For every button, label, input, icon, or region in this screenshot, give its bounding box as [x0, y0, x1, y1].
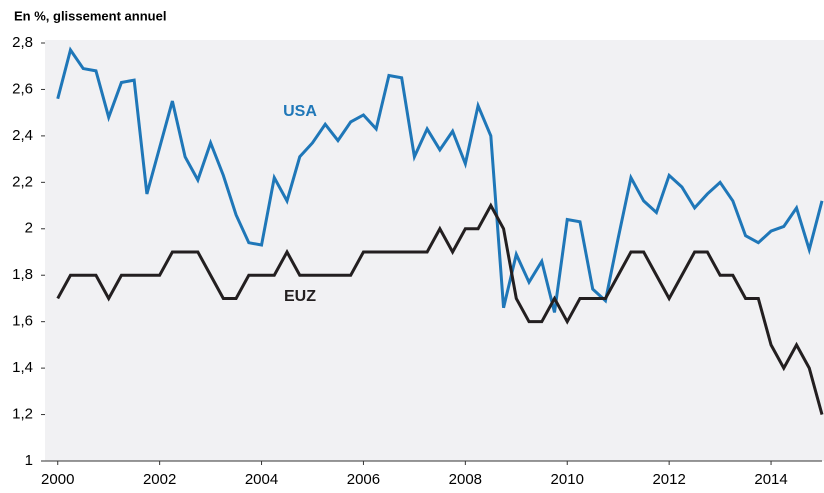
y-tick-label: 2,8 [12, 34, 33, 51]
x-tick-label: 2006 [347, 471, 380, 488]
x-tick-label: 2008 [449, 471, 482, 488]
x-tick-label: 2014 [754, 471, 787, 488]
y-tick-label: 1,8 [12, 266, 33, 283]
x-tick-label: 2000 [41, 471, 74, 488]
y-tick-label: 1 [25, 452, 33, 469]
line-series [56, 46, 824, 313]
series-label: EUZ [284, 288, 316, 305]
x-tick-label: 2002 [143, 471, 176, 488]
x-tick-label: 2010 [551, 471, 584, 488]
series-label: USA [283, 103, 317, 120]
x-tick-label: 2012 [652, 471, 685, 488]
y-tick-label: 1,4 [12, 359, 33, 376]
y-tick-label: 1,6 [12, 313, 33, 330]
y-tick-label: 2,6 [12, 80, 33, 97]
x-tick-label: 2004 [245, 471, 278, 488]
y-tick-label: 2 [25, 220, 33, 237]
y-tick-label: 2,2 [12, 173, 33, 190]
chart-title: En %, glissement annuel [14, 8, 166, 23]
y-tick-label: 2,4 [12, 127, 33, 144]
line-series [56, 202, 824, 415]
y-tick-label: 1,2 [12, 406, 33, 423]
